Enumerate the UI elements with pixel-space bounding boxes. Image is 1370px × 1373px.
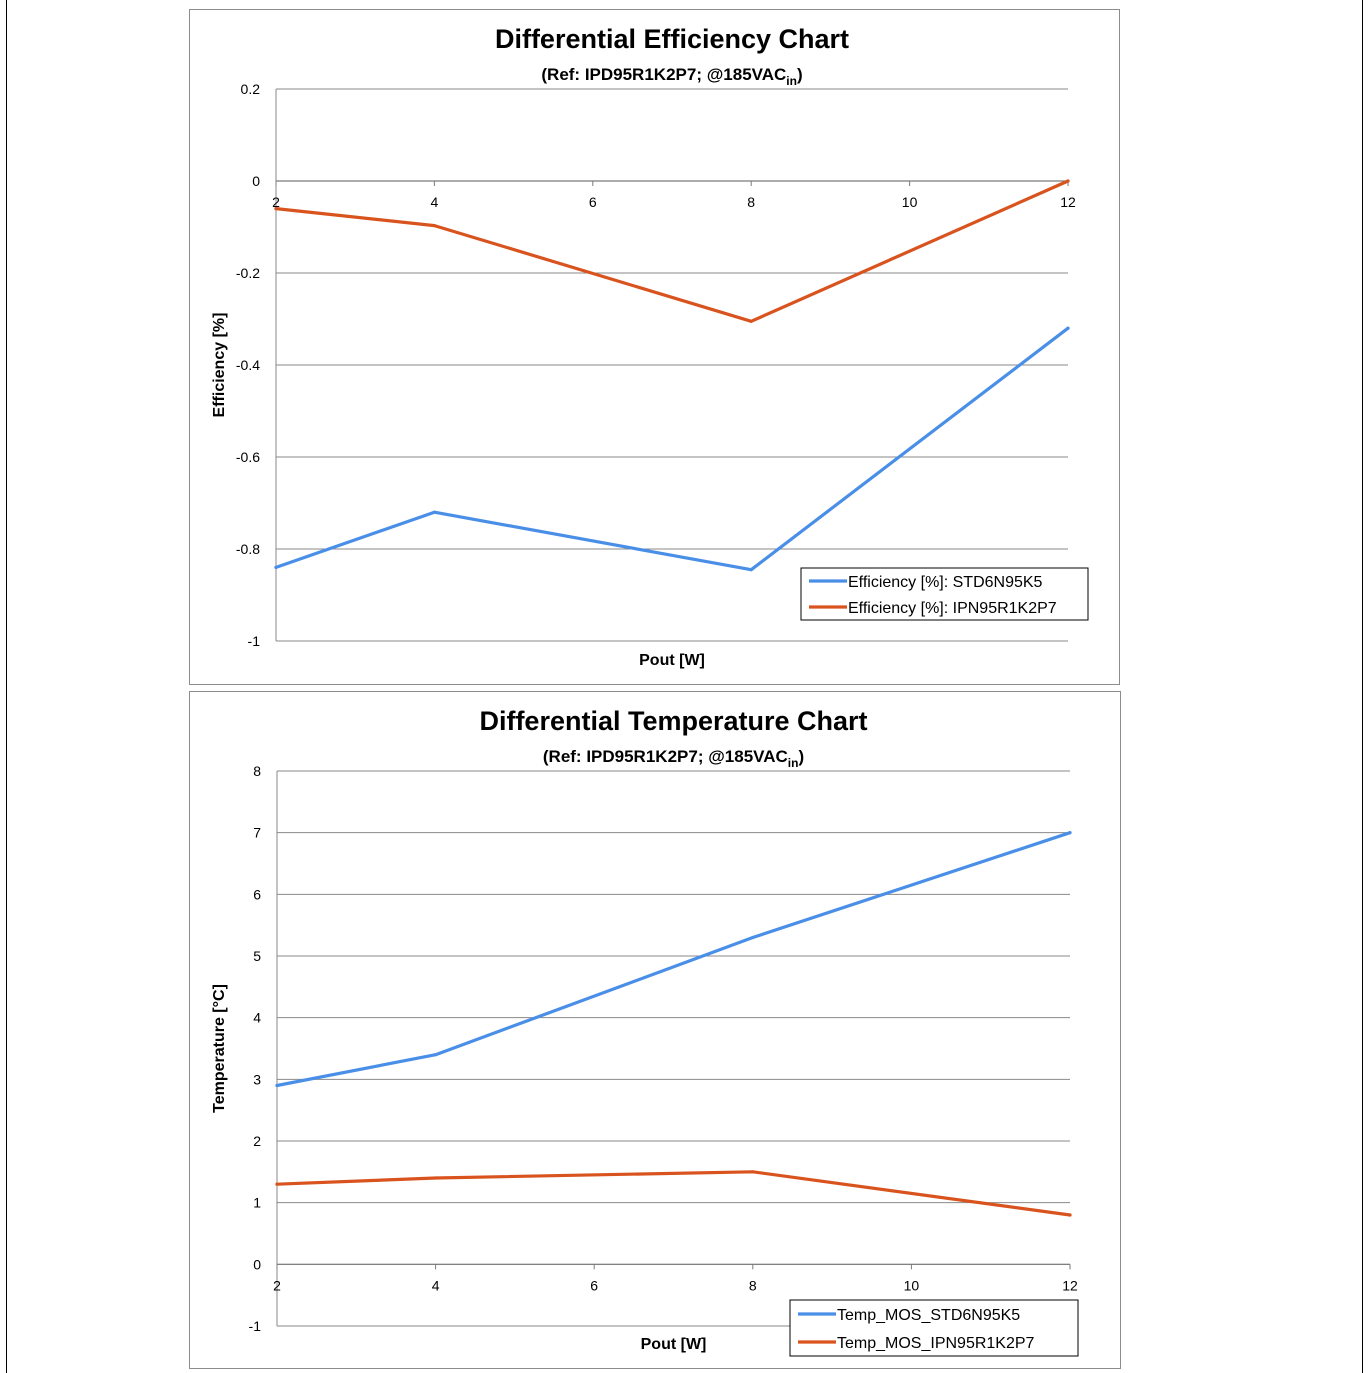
chart-subtitle: (Ref: IPD95R1K2P7; @185VACin) <box>543 747 804 770</box>
series-point-1 <box>274 565 278 570</box>
x-tick-label: 10 <box>904 1277 920 1293</box>
series-point-1 <box>749 568 753 572</box>
page-left-rule <box>6 0 7 1373</box>
x-tick-label: 6 <box>589 194 597 210</box>
legend-entry: Efficiency [%]: IPN95R1K2P7 <box>848 600 1057 617</box>
chart-subtitle: (Ref: IPD95R1K2P7; @185VACin) <box>541 65 802 88</box>
y-tick-label: 8 <box>253 763 261 779</box>
series-point-1 <box>1068 831 1072 835</box>
y-tick-label: 6 <box>253 886 261 902</box>
y-axis-label: Efficiency [%] <box>211 313 228 418</box>
legend-entry: Efficiency [%]: STD6N95K5 <box>848 574 1043 591</box>
series-point-2 <box>432 224 436 228</box>
x-tick-label: 2 <box>272 194 280 210</box>
y-tick-label: -1 <box>249 1318 262 1334</box>
series-point-1 <box>434 1053 438 1057</box>
chart-svg: Differential Temperature Chart (Ref: IPD9… <box>211 706 1079 1357</box>
x-tick-label: 4 <box>431 194 439 210</box>
temperature-chart: Differential Temperature Chart (Ref: IPD9… <box>189 691 1121 1369</box>
page-right-rule <box>1362 0 1363 1373</box>
x-tick-label: 12 <box>1060 194 1076 210</box>
series-point-2 <box>275 1182 279 1186</box>
y-tick-label: 0.2 <box>241 81 261 97</box>
series-point-2 <box>751 1170 755 1174</box>
series-point-1 <box>751 935 755 940</box>
y-axis-label: Temperature [°C] <box>211 984 228 1113</box>
series-point-1 <box>432 510 436 514</box>
y-tick-label: -0.6 <box>236 449 260 465</box>
x-tick-label: 10 <box>902 194 918 210</box>
efficiency-chart: Differential Efficiency Chart (Ref: IPD95… <box>189 9 1120 685</box>
series-point-2 <box>749 319 753 323</box>
y-tick-label: 7 <box>253 825 261 841</box>
legend-box <box>789 1299 1079 1357</box>
chart-svg: Differential Efficiency Chart (Ref: IPD95… <box>211 24 1089 669</box>
series-line-1 <box>274 326 1070 572</box>
x-tick-label: 12 <box>1062 1277 1078 1293</box>
series-line-2 <box>275 1170 1072 1217</box>
x-axis-label: Pout [W] <box>639 652 705 669</box>
chart-title: Differential Efficiency Chart <box>495 24 849 54</box>
y-tick-label: 4 <box>253 1010 261 1026</box>
y-tick-label: -0.8 <box>236 541 260 557</box>
y-tick-label: 0 <box>252 173 260 189</box>
series-point-2 <box>274 207 278 211</box>
x-tick-label: 8 <box>747 194 755 210</box>
y-tick-label: -0.2 <box>236 265 260 281</box>
series-line-1 <box>275 831 1072 1088</box>
chart-title: Differential Temperature Chart <box>479 706 867 736</box>
series-point-1 <box>275 1083 279 1088</box>
x-tick-label: 8 <box>749 1277 757 1293</box>
series-point-2 <box>1068 1213 1072 1217</box>
legend-entry: Temp_MOS_IPN95R1K2P7 <box>837 1335 1035 1352</box>
x-tick-label: 2 <box>273 1277 281 1293</box>
x-tick-label: 6 <box>590 1277 598 1293</box>
y-tick-label: 0 <box>253 1256 261 1272</box>
legend-box <box>800 567 1089 621</box>
legend-entry: Temp_MOS_STD6N95K5 <box>837 1307 1020 1324</box>
y-tick-label: 3 <box>253 1071 261 1087</box>
y-tick-label: 5 <box>253 948 261 964</box>
x-tick-label: 4 <box>432 1277 440 1293</box>
y-tick-label: 2 <box>253 1133 261 1149</box>
series-point-1 <box>1066 326 1070 330</box>
y-tick-label: 1 <box>253 1195 261 1211</box>
x-axis-label: Pout [W] <box>641 1336 707 1353</box>
series-point-2 <box>434 1176 438 1180</box>
series-line-2 <box>274 179 1070 323</box>
series-point-2 <box>1066 179 1070 183</box>
y-tick-label: -0.4 <box>236 357 260 373</box>
y-tick-label: -1 <box>248 633 261 649</box>
